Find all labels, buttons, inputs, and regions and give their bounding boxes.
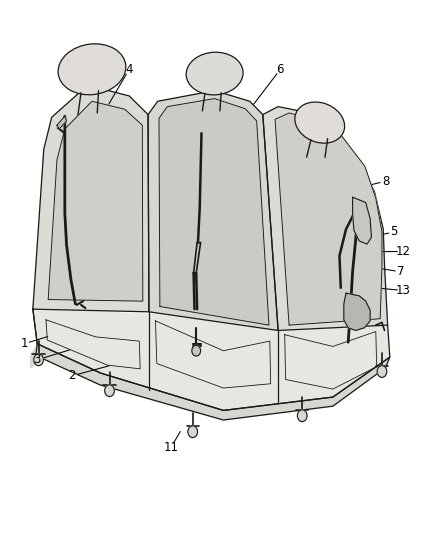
Text: 1: 1 bbox=[20, 337, 28, 350]
Text: 8: 8 bbox=[382, 175, 389, 188]
Text: 3: 3 bbox=[34, 353, 41, 366]
Circle shape bbox=[34, 354, 43, 366]
Text: 13: 13 bbox=[396, 284, 410, 297]
Polygon shape bbox=[344, 293, 370, 330]
Polygon shape bbox=[36, 344, 390, 420]
Circle shape bbox=[297, 410, 307, 422]
Polygon shape bbox=[31, 344, 37, 368]
Polygon shape bbox=[33, 85, 149, 312]
Polygon shape bbox=[57, 116, 67, 129]
Polygon shape bbox=[275, 113, 382, 325]
Circle shape bbox=[192, 345, 201, 356]
Polygon shape bbox=[148, 91, 278, 330]
Text: 2: 2 bbox=[68, 369, 76, 382]
Circle shape bbox=[105, 385, 114, 397]
Text: 4: 4 bbox=[125, 63, 133, 76]
Polygon shape bbox=[48, 101, 143, 301]
Text: 6: 6 bbox=[276, 63, 284, 76]
Text: 5: 5 bbox=[391, 225, 398, 238]
Text: 11: 11 bbox=[163, 441, 178, 454]
Polygon shape bbox=[33, 309, 390, 410]
Ellipse shape bbox=[186, 52, 243, 95]
Polygon shape bbox=[263, 107, 388, 330]
Circle shape bbox=[188, 426, 198, 438]
Circle shape bbox=[377, 366, 387, 377]
Text: 12: 12 bbox=[396, 245, 410, 258]
Polygon shape bbox=[353, 197, 371, 244]
Polygon shape bbox=[159, 99, 269, 325]
Text: 7: 7 bbox=[397, 265, 405, 278]
Ellipse shape bbox=[58, 44, 126, 95]
Ellipse shape bbox=[295, 102, 345, 143]
